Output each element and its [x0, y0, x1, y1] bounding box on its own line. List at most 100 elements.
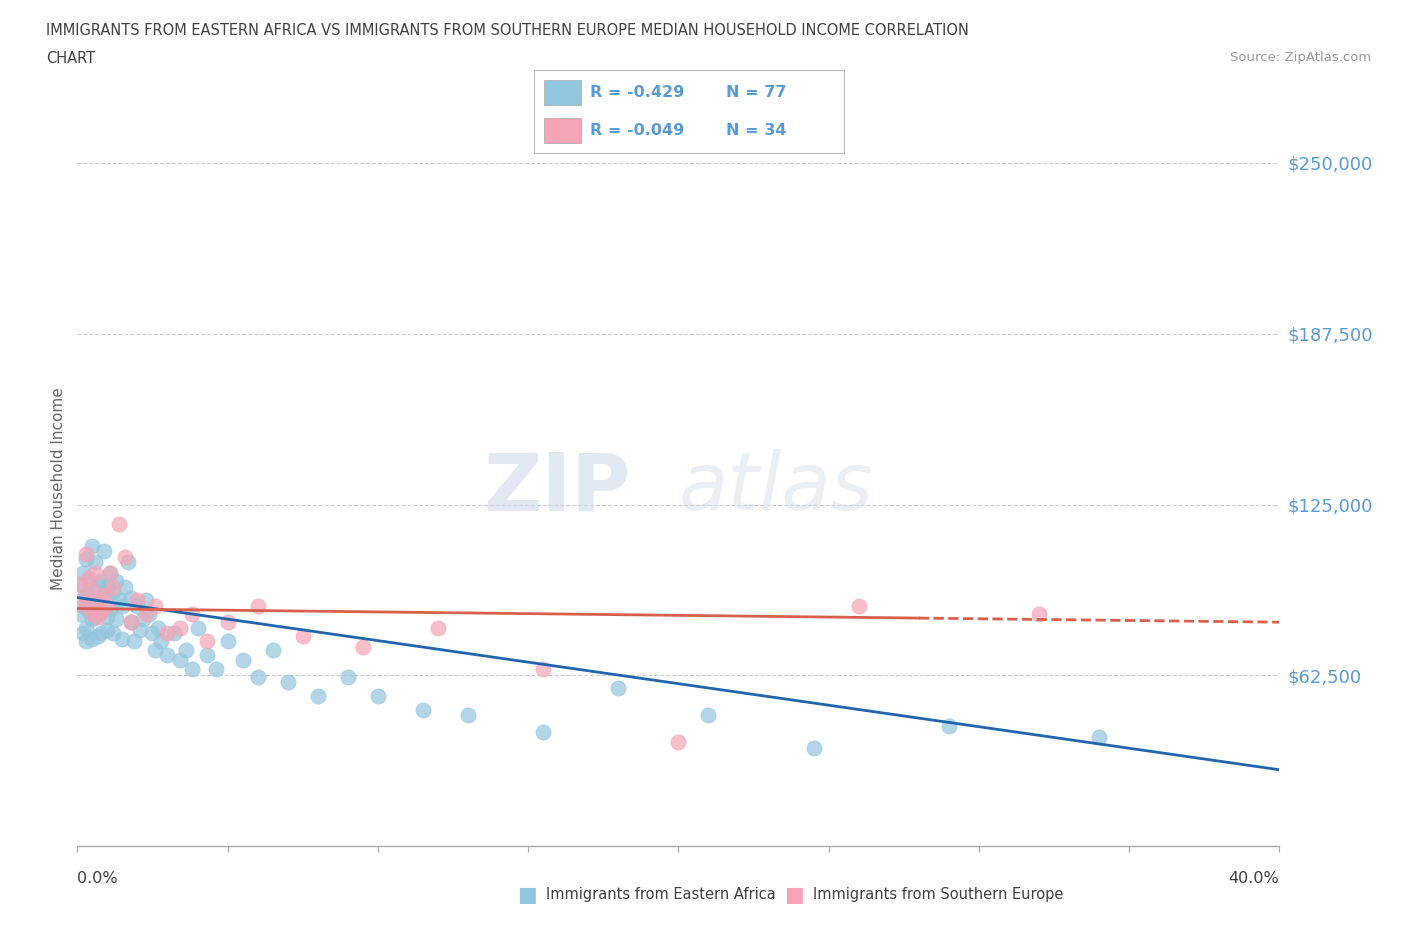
Point: [803, 740, 825, 755]
Point: [87, 577, 110, 591]
Point: [111, 631, 134, 646]
Point: [105, 612, 128, 627]
Point: [938, 719, 960, 734]
Point: [87, 595, 110, 610]
Point: [82, 582, 104, 597]
Point: [75, 598, 97, 613]
Point: [169, 653, 191, 668]
Bar: [544, 80, 581, 105]
Point: [135, 606, 157, 621]
Text: atlas: atlas: [679, 449, 873, 527]
Point: [96, 579, 118, 594]
Point: [186, 620, 209, 635]
Point: [96, 609, 118, 624]
Point: [180, 661, 202, 676]
Point: [291, 629, 314, 644]
Point: [108, 516, 131, 531]
Bar: [544, 118, 581, 143]
Text: Immigrants from Eastern Africa: Immigrants from Eastern Africa: [546, 887, 775, 902]
Point: [145, 598, 167, 613]
Point: [79, 604, 101, 618]
Point: [69, 577, 91, 591]
Point: [150, 634, 173, 649]
Point: [217, 615, 239, 630]
Point: [103, 585, 125, 600]
Point: [307, 688, 329, 703]
Point: [232, 653, 254, 668]
Point: [75, 620, 97, 635]
Point: [141, 626, 163, 641]
Point: [138, 606, 160, 621]
Point: [114, 579, 136, 594]
Point: [531, 724, 554, 739]
Point: [72, 565, 94, 580]
Point: [127, 598, 149, 613]
Text: N = 34: N = 34: [725, 124, 786, 139]
Text: IMMIGRANTS FROM EASTERN AFRICA VS IMMIGRANTS FROM SOUTHERN EUROPE MEDIAN HOUSEHO: IMMIGRANTS FROM EASTERN AFRICA VS IMMIGR…: [46, 23, 969, 38]
Point: [72, 626, 94, 641]
Point: [82, 598, 104, 613]
Point: [87, 609, 110, 624]
Point: [96, 623, 118, 638]
Point: [93, 588, 115, 603]
Point: [108, 592, 131, 607]
Point: [84, 554, 107, 569]
Point: [367, 688, 389, 703]
Point: [127, 592, 149, 607]
Y-axis label: Median Household Income: Median Household Income: [51, 387, 66, 590]
Point: [120, 615, 142, 630]
Point: [79, 571, 101, 586]
Point: [82, 631, 104, 646]
Text: 40.0%: 40.0%: [1229, 871, 1279, 886]
Point: [103, 579, 125, 594]
Point: [457, 708, 479, 723]
Text: 0.0%: 0.0%: [77, 871, 118, 886]
Point: [79, 574, 101, 589]
Text: ■: ■: [785, 884, 804, 905]
Point: [246, 598, 269, 613]
Point: [75, 547, 97, 562]
Point: [75, 634, 97, 649]
Point: [79, 588, 101, 603]
Point: [132, 612, 155, 627]
Point: [195, 634, 218, 649]
Point: [105, 574, 128, 589]
Text: ZIP: ZIP: [484, 449, 630, 527]
Point: [90, 626, 112, 641]
Point: [180, 606, 202, 621]
Text: R = -0.049: R = -0.049: [591, 124, 685, 139]
Point: [162, 626, 184, 641]
Point: [124, 634, 146, 649]
Point: [129, 623, 152, 638]
Point: [246, 670, 269, 684]
Point: [277, 675, 299, 690]
Point: [120, 591, 142, 605]
Point: [82, 612, 104, 627]
Point: [135, 592, 157, 607]
Text: Source: ZipAtlas.com: Source: ZipAtlas.com: [1230, 51, 1371, 64]
Point: [84, 592, 107, 607]
Point: [100, 565, 122, 580]
Point: [87, 629, 110, 644]
Point: [100, 565, 122, 580]
Point: [174, 642, 197, 657]
Point: [204, 661, 226, 676]
Text: R = -0.429: R = -0.429: [591, 85, 685, 100]
Point: [156, 626, 179, 641]
Point: [668, 735, 690, 750]
Point: [427, 620, 450, 635]
Point: [352, 639, 374, 654]
Point: [336, 670, 359, 684]
Point: [75, 588, 97, 603]
Point: [72, 591, 94, 605]
Point: [117, 554, 139, 569]
Point: [156, 647, 179, 662]
Point: [1028, 606, 1050, 621]
Text: N = 77: N = 77: [725, 85, 786, 100]
Text: CHART: CHART: [46, 51, 96, 66]
Point: [531, 661, 554, 676]
Point: [82, 606, 104, 621]
Text: ■: ■: [517, 884, 537, 905]
Point: [90, 604, 112, 618]
Point: [1088, 729, 1111, 744]
